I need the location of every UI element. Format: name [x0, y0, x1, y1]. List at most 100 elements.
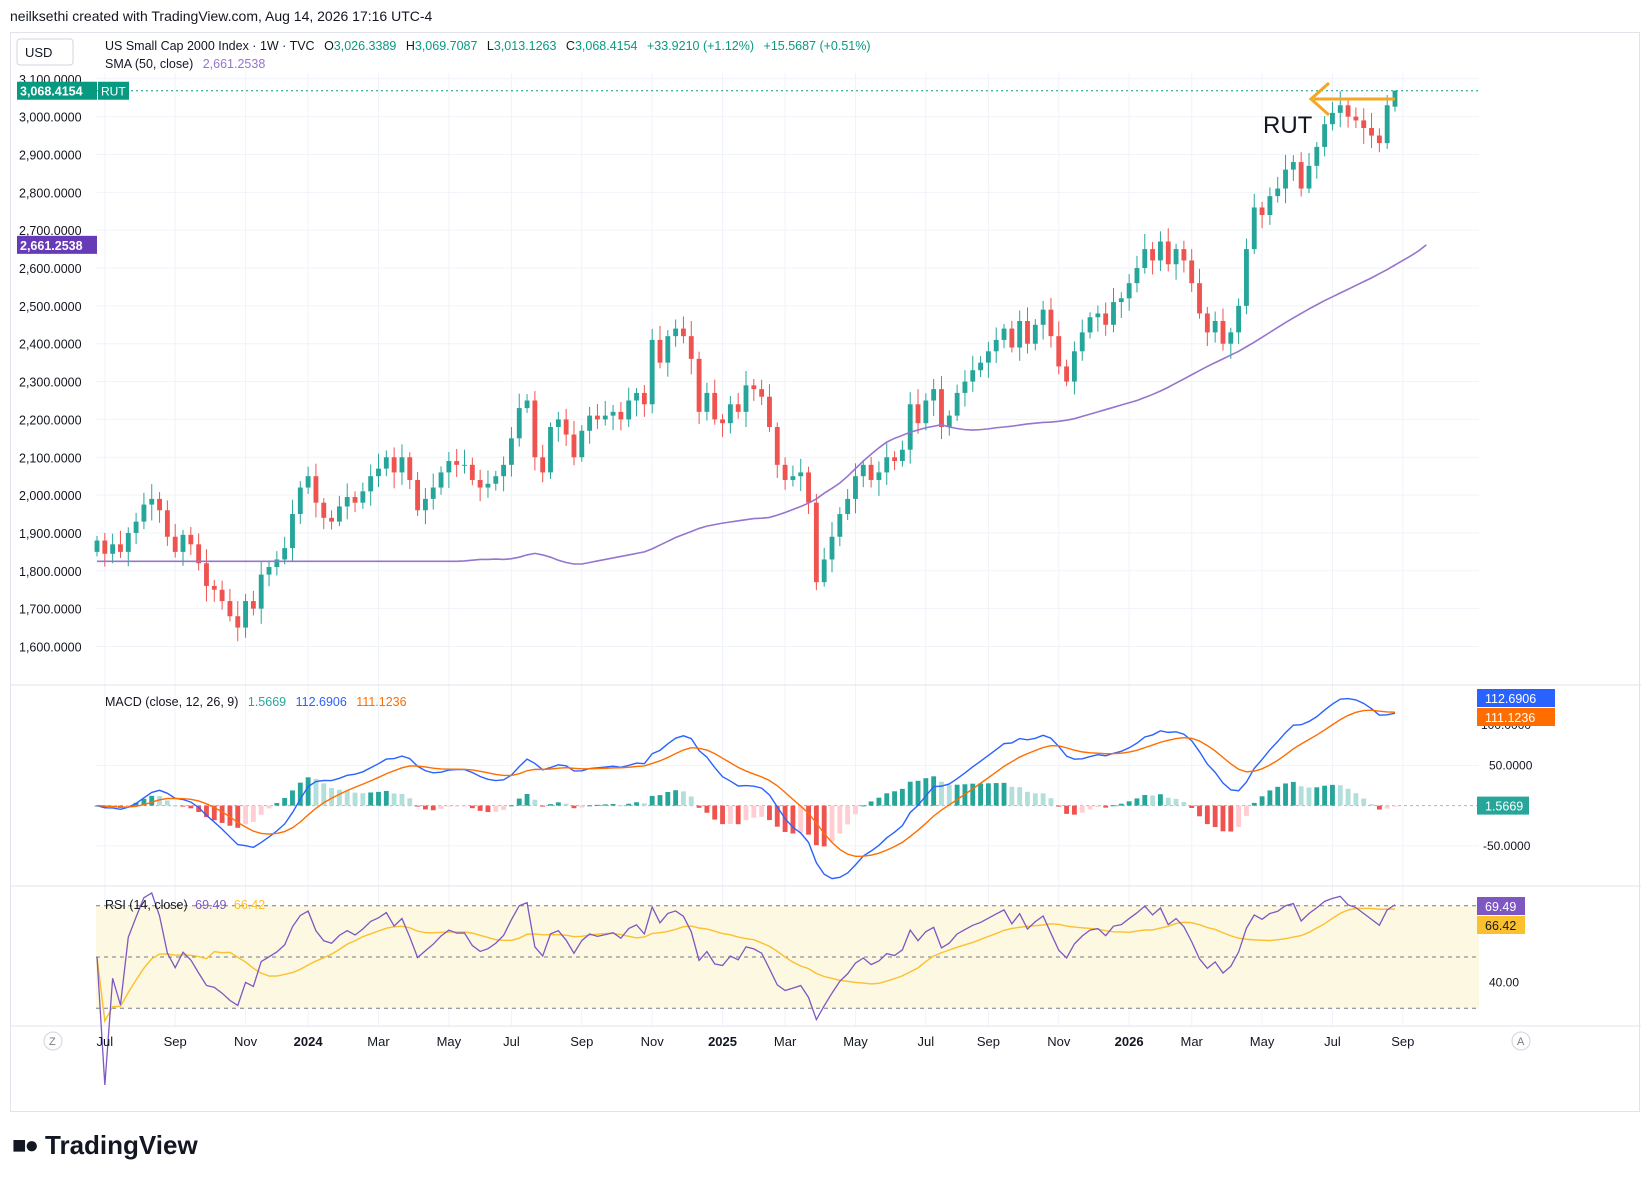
candle-body — [774, 426, 780, 465]
macd-histogram-bar — [1173, 798, 1179, 806]
tradingview-logo[interactable]: ■● TradingView — [12, 1130, 198, 1161]
candle-body — [915, 404, 921, 424]
macd-histogram-bar — [508, 805, 514, 807]
macd-histogram-bar — [696, 805, 702, 808]
candle-body — [868, 464, 874, 480]
macd-histogram-bar — [1025, 791, 1030, 806]
candle-body — [1048, 309, 1054, 337]
macd-histogram-bar — [743, 805, 749, 821]
price-axis[interactable]: 3,100.00003,000.00002,900.00002,800.0000… — [19, 73, 82, 655]
chart-frame[interactable]: 3,100.0000 3,000.0000 2,900.0000 2,800.0000… — [10, 32, 1641, 1113]
candle-body — [1017, 321, 1023, 348]
annotation-text: RUT — [1263, 112, 1313, 139]
price-tick: 2,700.0000 — [19, 224, 82, 238]
candle-body — [892, 457, 897, 462]
legend-change: +33.9210 (+1.12%) — [647, 39, 754, 53]
macd-histogram-bar — [1126, 801, 1132, 806]
candle-body — [939, 389, 944, 427]
sma-legend[interactable]: SMA (50, close) 2,661.2538 — [105, 57, 265, 71]
candle-body — [524, 400, 530, 409]
candle-body — [250, 601, 256, 609]
macd-hist-value: 1.5669 — [248, 695, 286, 709]
annotation-arrow — [1308, 81, 1395, 117]
macd-histogram-bar — [493, 805, 499, 812]
price-tick: 1,800.0000 — [19, 565, 82, 579]
time-tick: Sep — [1391, 1034, 1414, 1049]
macd-histogram-bar — [383, 790, 389, 806]
auto-scale-button[interactable]: A — [1511, 1031, 1531, 1051]
candle-body — [118, 544, 123, 552]
macd-histogram-bar — [243, 805, 248, 825]
macd-axis[interactable]: 100.0000 50.0000 -50.0000 112.6906 111.1… — [1477, 689, 1555, 853]
candle-body — [469, 464, 475, 480]
chart-svg[interactable]: 3,100.00003,000.00002,900.00002,800.0000… — [11, 33, 1641, 1113]
candle-body — [595, 415, 600, 420]
macd-histogram-bar — [1197, 805, 1202, 817]
sma-price-tag: 2,661.2538 — [17, 235, 97, 254]
macd-histogram-bar — [595, 804, 600, 806]
macd-histogram-bar — [665, 792, 671, 806]
candle-body — [1157, 241, 1163, 261]
legend-high: 3,069.7087 — [415, 39, 478, 53]
macd-histogram-bar — [1212, 805, 1218, 828]
candle-body — [508, 438, 514, 465]
time-tick: Nov — [641, 1034, 665, 1049]
macd-histogram-bar — [321, 783, 327, 806]
macd-histogram-bar — [125, 805, 131, 807]
candle-body — [321, 502, 327, 518]
candle-body — [235, 616, 241, 628]
macd-legend[interactable]: MACD (close, 12, 26, 9) 1.5669 112.6906 … — [105, 695, 407, 709]
time-axis[interactable]: Jul Sep Nov 2024 Mar May Jul Sep Nov 2025 Mar May Ju… — [97, 1034, 1415, 1049]
time-tick: Mar — [774, 1034, 797, 1049]
price-tick: 1,700.0000 — [19, 603, 82, 617]
macd-histogram-bar — [978, 783, 984, 806]
candle-body — [751, 385, 757, 390]
macd-histogram-bar — [837, 805, 843, 834]
macd-histogram-bar — [634, 802, 639, 806]
candle-body — [548, 426, 553, 473]
macd-histogram-bar — [1079, 805, 1085, 813]
candle-body — [790, 476, 796, 480]
candle-body — [1322, 124, 1328, 147]
macd-histogram-bar — [282, 798, 288, 806]
candle-body — [853, 476, 858, 499]
candle-body — [1056, 336, 1062, 367]
candle-body — [813, 502, 819, 583]
candle-body — [164, 510, 170, 537]
macd-histogram-bar — [970, 783, 976, 806]
candle-body — [540, 457, 546, 473]
candle-body — [305, 476, 311, 488]
timezone-button[interactable]: Z — [43, 1031, 63, 1051]
candle-body — [681, 328, 686, 337]
tradingview-logo-text: TradingView — [45, 1130, 198, 1160]
candle-body — [673, 328, 679, 337]
macd-histogram-bar — [360, 793, 366, 806]
candle-body — [110, 544, 116, 554]
candle-body — [1228, 332, 1234, 344]
macd-histogram-bar — [274, 803, 280, 806]
currency-button[interactable]: USD — [16, 38, 74, 66]
candle-body — [931, 389, 937, 401]
macd-histogram-bar — [1071, 805, 1077, 815]
macd-histogram-bar — [829, 805, 835, 842]
candle-body — [407, 457, 413, 480]
macd-histogram-bar — [172, 805, 178, 807]
rsi-legend[interactable]: RSI (14, close) 69.49 66.42 — [105, 898, 265, 912]
candle-body — [1345, 105, 1351, 117]
candle-body — [1087, 317, 1093, 333]
macd-histogram-bar — [1220, 805, 1226, 832]
macd-histogram-bar — [422, 805, 428, 810]
legend-line[interactable]: US Small Cap 2000 Index · 1W · TVC O3,02… — [105, 39, 871, 53]
macd-histogram-bar — [1134, 798, 1140, 806]
ticker-label: RUT — [101, 85, 126, 99]
macd-histogram-bar — [1142, 794, 1148, 806]
macd-histogram-bar — [899, 788, 905, 806]
candle-body — [297, 487, 303, 515]
macd-histogram-bar — [931, 776, 937, 806]
candle-body — [1009, 328, 1015, 348]
macd-histogram-bar — [657, 795, 663, 806]
sma-legend-value: 2,661.2538 — [203, 57, 266, 71]
rsi-axis[interactable]: 40.00 69.49 66.42 — [1477, 897, 1525, 990]
macd-histogram-bar — [540, 805, 546, 807]
macd-histogram-bar — [430, 805, 436, 811]
